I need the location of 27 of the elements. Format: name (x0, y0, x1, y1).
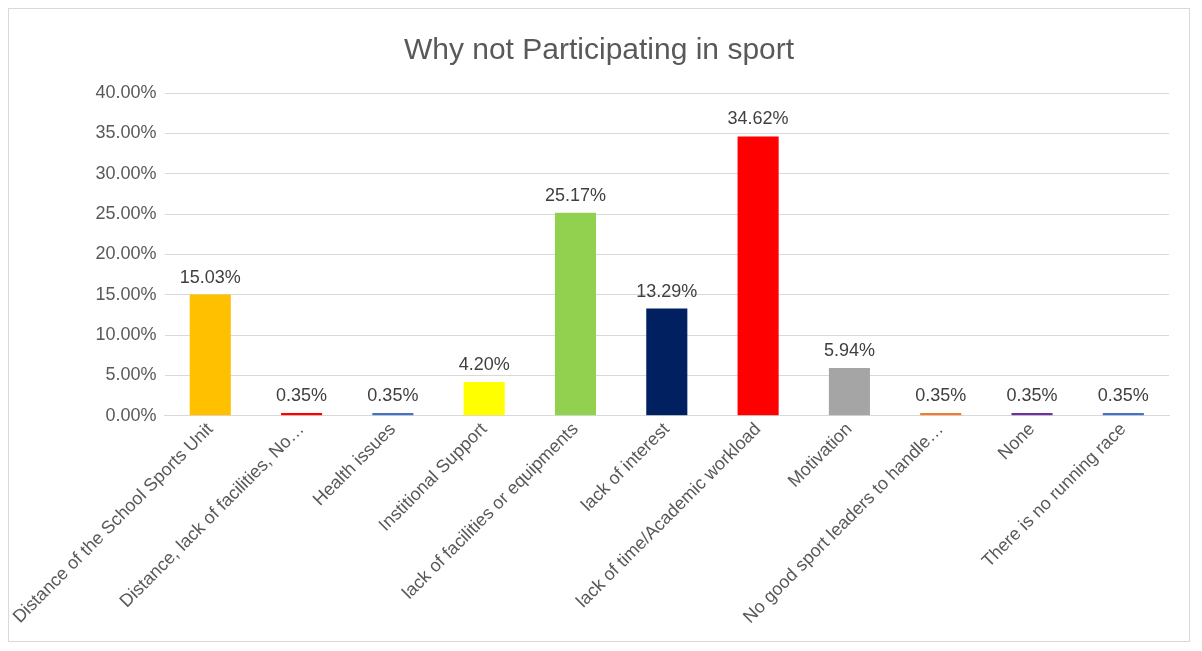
y-tick-label: 20.00% (95, 243, 157, 264)
y-tick-label: 30.00% (95, 162, 157, 183)
y-tick-label: 40.00% (95, 81, 157, 102)
data-label: 15.03% (179, 266, 241, 287)
data-label: 0.35% (367, 385, 419, 405)
data-label: 0.35% (1006, 385, 1058, 405)
bar (646, 308, 688, 416)
data-label: 34.62% (727, 108, 789, 129)
data-label: 13.29% (636, 280, 698, 301)
y-tick-label: 25.00% (95, 203, 157, 224)
data-label: 4.20% (458, 353, 510, 374)
y-tick-label: 10.00% (95, 324, 157, 345)
data-label: 0.35% (915, 385, 967, 405)
y-tick-label: 15.00% (95, 283, 157, 304)
data-label: 0.35% (1097, 385, 1149, 405)
data-label: 0.35% (276, 385, 328, 405)
bar (828, 367, 870, 416)
y-tick-label: 35.00% (95, 122, 157, 143)
y-tick-label: 5.00% (105, 364, 157, 385)
y-tick-label: 0.00% (105, 404, 157, 425)
bar (554, 212, 597, 416)
chart-title: Why not Participating in sport (403, 32, 795, 66)
bar (463, 381, 505, 416)
bar (737, 136, 779, 416)
data-label: 5.94% (823, 339, 875, 360)
data-label: 25.17% (544, 184, 607, 205)
bar (189, 294, 231, 416)
